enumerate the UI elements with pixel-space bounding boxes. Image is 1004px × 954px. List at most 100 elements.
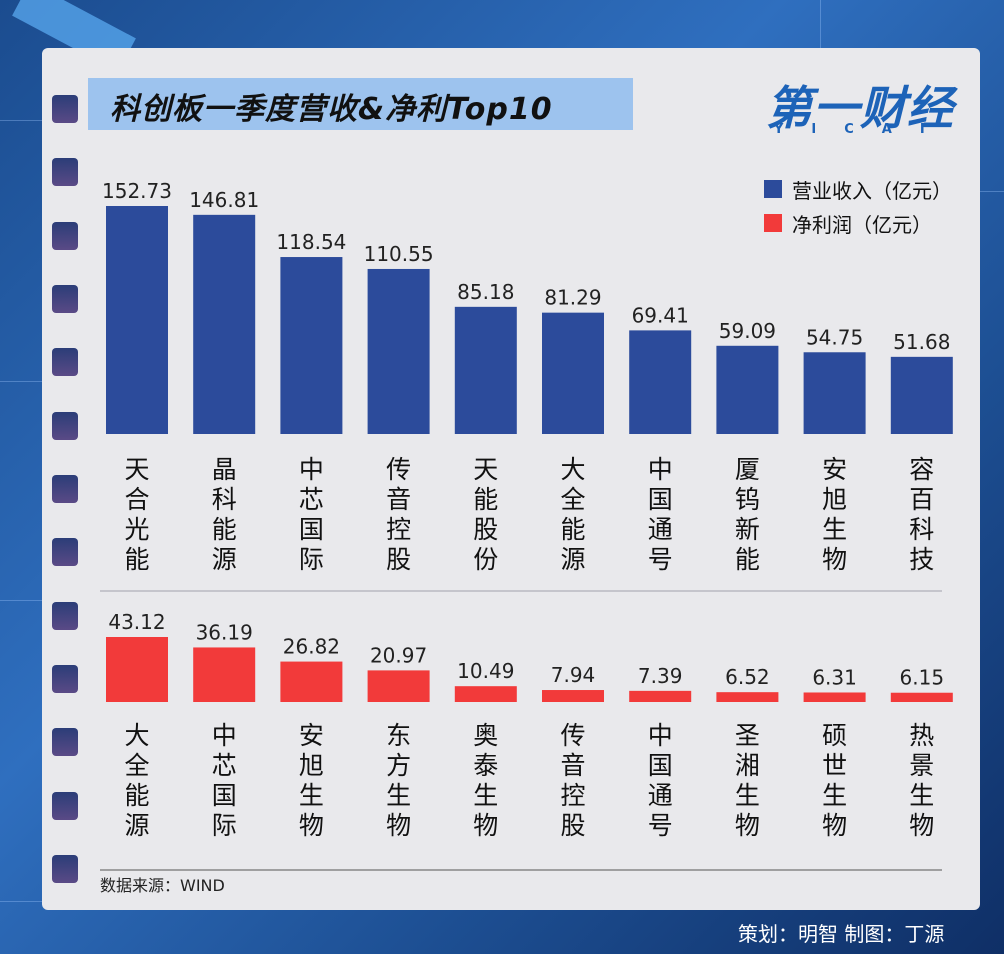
revenue-category-label: 能 — [735, 545, 760, 574]
revenue-bar — [280, 257, 343, 434]
profit-bar — [716, 692, 779, 702]
profit-category-label: 全 — [124, 751, 149, 780]
profit-category-label: 生 — [299, 781, 324, 810]
revenue-bar — [542, 312, 604, 434]
profit-category-label: 生 — [822, 781, 847, 810]
legend-item-revenue: 营业收入（亿元） — [764, 172, 952, 206]
profit-category-label: 硕 — [822, 721, 847, 750]
revenue-category-label: 物 — [822, 545, 847, 574]
profit-category-label: 奥 — [473, 721, 498, 750]
revenue-category-label: 能 — [212, 515, 237, 544]
revenue-value-label: 85.18 — [457, 280, 514, 304]
profit-category-label: 东 — [386, 721, 411, 750]
revenue-category-label: 光 — [124, 515, 149, 544]
revenue-category-label: 国 — [648, 485, 673, 514]
binder-hole — [52, 475, 78, 503]
profit-value-label: 26.82 — [283, 635, 340, 659]
revenue-category-label: 能 — [124, 545, 149, 574]
revenue-category-label: 音 — [386, 485, 411, 514]
revenue-category-label: 能 — [560, 515, 585, 544]
profit-category-label: 能 — [124, 781, 149, 810]
profit-value-label: 6.15 — [900, 666, 945, 690]
revenue-category-label: 容 — [909, 455, 934, 484]
profit-value-label: 7.94 — [551, 663, 596, 687]
revenue-category-label: 号 — [648, 545, 673, 574]
revenue-value-label: 51.68 — [893, 330, 950, 354]
profit-category-label: 股 — [560, 811, 585, 840]
revenue-category-label: 科 — [212, 485, 237, 514]
profit-category-label: 生 — [473, 781, 498, 810]
revenue-category-label: 生 — [822, 515, 847, 544]
revenue-category-label: 旭 — [822, 485, 847, 514]
revenue-value-label: 110.55 — [364, 242, 434, 266]
profit-category-label: 通 — [648, 781, 673, 810]
revenue-category-label: 大 — [560, 455, 585, 484]
revenue-bar — [367, 268, 430, 434]
profit-value-label: 20.97 — [370, 643, 427, 667]
revenue-category-label: 天 — [473, 455, 498, 484]
profit-category-label: 物 — [735, 811, 760, 840]
profit-category-label: 湘 — [735, 751, 760, 780]
revenue-category-label: 晶 — [212, 455, 237, 484]
revenue-category-label: 传 — [386, 455, 411, 484]
revenue-category-label: 技 — [909, 545, 934, 574]
profit-bar — [803, 692, 866, 702]
profit-category-label: 号 — [648, 811, 673, 840]
binder-hole — [52, 412, 78, 440]
binder-hole — [52, 602, 78, 630]
revenue-category-label: 芯 — [299, 485, 324, 514]
revenue-category-label: 控 — [386, 515, 411, 544]
credit-line: 策划：明智 制图：丁源 — [738, 922, 945, 946]
revenue-category-label: 合 — [124, 485, 149, 514]
binder-hole — [52, 665, 78, 693]
binder-hole — [52, 348, 78, 376]
binder-hole — [52, 158, 78, 186]
profit-bar — [367, 670, 430, 702]
profit-value-label: 36.19 — [196, 620, 253, 644]
profit-category-label: 中 — [648, 721, 673, 750]
profit-value-label: 6.31 — [812, 665, 857, 689]
revenue-category-label: 中 — [648, 455, 673, 484]
profit-category-label: 安 — [299, 721, 324, 750]
revenue-category-label: 钨 — [735, 485, 760, 514]
profit-value-label: 43.12 — [108, 610, 165, 634]
revenue-bar — [629, 330, 692, 434]
yicai-logo: 第一财经 — [766, 81, 954, 135]
binder-hole — [52, 285, 78, 313]
profit-category-label: 控 — [560, 781, 585, 810]
binder-hole — [52, 222, 78, 250]
revenue-category-label: 全 — [560, 485, 585, 514]
title-banner — [88, 78, 633, 130]
profit-bar — [629, 690, 692, 702]
revenue-category-label: 安 — [822, 455, 847, 484]
profit-category-label: 传 — [560, 721, 585, 750]
legend-swatch-profit — [764, 214, 782, 232]
profit-category-label: 中 — [212, 721, 237, 750]
profit-category-label: 大 — [124, 721, 149, 750]
data-source: 数据来源：WIND — [100, 876, 225, 895]
profit-category-label: 国 — [648, 751, 673, 780]
revenue-value-label: 69.41 — [632, 303, 689, 327]
profit-category-label: 物 — [909, 811, 934, 840]
revenue-bar — [454, 306, 517, 434]
profit-bar — [890, 692, 953, 702]
revenue-category-label: 科 — [909, 515, 934, 544]
legend: 营业收入（亿元） 净利润（亿元） — [764, 172, 952, 240]
revenue-value-label: 59.09 — [719, 319, 776, 343]
binder-hole — [52, 538, 78, 566]
profit-category-label: 芯 — [212, 751, 237, 780]
revenue-category-label: 新 — [735, 515, 760, 544]
revenue-category-label: 股 — [473, 515, 498, 544]
revenue-category-label: 份 — [473, 545, 498, 574]
legend-item-profit: 净利润（亿元） — [764, 206, 952, 240]
binder-hole — [52, 855, 78, 883]
profit-category-label: 泰 — [473, 751, 498, 780]
revenue-category-label: 国 — [299, 515, 324, 544]
revenue-value-label: 146.81 — [189, 188, 259, 212]
profit-bar — [193, 647, 256, 702]
profit-bar — [454, 686, 517, 702]
profit-category-label: 世 — [822, 751, 847, 780]
binder-hole — [52, 95, 78, 123]
profit-value-label: 6.52 — [725, 665, 770, 689]
revenue-value-label: 152.73 — [102, 179, 172, 203]
